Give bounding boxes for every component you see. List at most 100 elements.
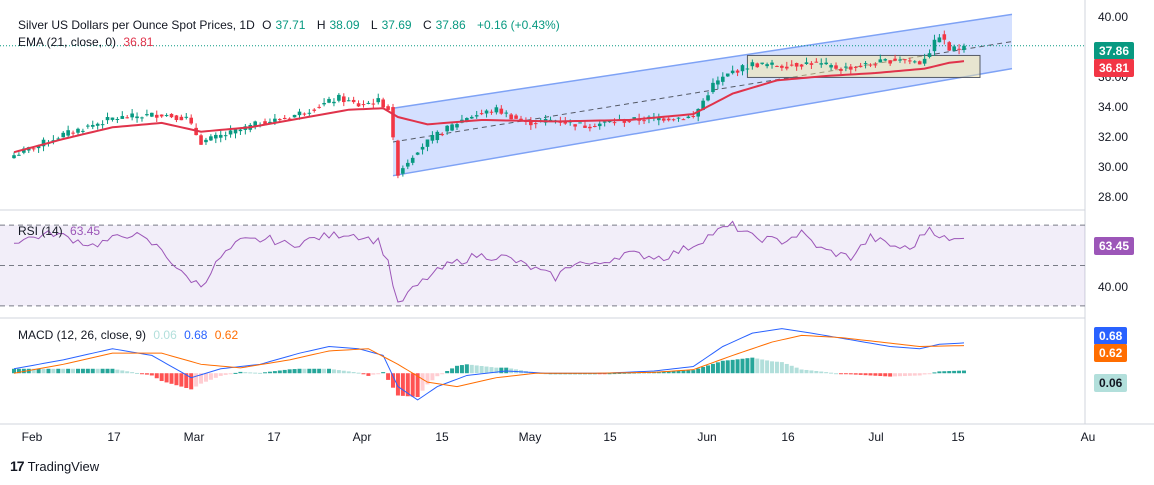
macd-histogram-bar: [440, 373, 445, 375]
macd-histogram-bar: [105, 368, 110, 374]
candle-body: [415, 152, 420, 155]
candle-body: [735, 70, 740, 73]
macd-histogram-bar: [932, 372, 937, 374]
tradingview-footer[interactable]: 17 TradingView: [10, 458, 99, 474]
candle-body: [868, 64, 873, 66]
macd-histogram-bar: [71, 368, 76, 374]
macd-histogram-bar: [450, 368, 455, 374]
candle-body: [814, 61, 819, 63]
candle-body: [214, 134, 218, 139]
macd-histogram-bar: [484, 366, 489, 374]
macd-histogram-bar: [317, 368, 322, 374]
macd-histogram-bar: [430, 373, 435, 381]
time-tick: Feb: [21, 430, 43, 444]
macd-histogram-bar: [297, 368, 302, 374]
macd-histogram-bar: [425, 373, 430, 385]
macd-histogram-bar: [307, 368, 312, 374]
candle-body: [253, 121, 257, 126]
macd-histogram-bar: [199, 373, 204, 384]
macd-histogram-bar: [745, 358, 750, 374]
macd-signal-line: [13, 334, 965, 388]
candle-body: [86, 125, 90, 127]
macd-histogram-bar: [469, 364, 474, 374]
candle-body: [489, 111, 494, 113]
macd-histogram-bar: [169, 373, 174, 384]
signal-value-tag: 0.62: [1094, 344, 1128, 362]
price-tick: 28.00: [1098, 190, 1129, 204]
macd-histogram-bar: [115, 369, 120, 374]
candle-body: [533, 123, 538, 125]
time-tick: Jul: [868, 430, 884, 444]
candle-body: [819, 63, 824, 65]
candle-body: [263, 121, 267, 126]
candle-body: [66, 130, 70, 136]
macd-histogram-bar: [395, 373, 400, 396]
macd-histogram-bar: [838, 373, 843, 375]
macd-histogram-bar: [154, 373, 159, 379]
candle-body: [312, 109, 317, 111]
candle-body: [593, 125, 597, 127]
macd-histogram-bar: [203, 373, 208, 382]
candle-body: [351, 99, 356, 103]
candle-body: [273, 118, 277, 122]
candle-body: [696, 108, 700, 117]
candle-body: [657, 117, 661, 121]
high-value: 38.09: [329, 18, 360, 32]
rsi-value: 63.45: [70, 224, 101, 238]
macd-histogram-bar: [312, 368, 317, 374]
macd-histogram-bar: [612, 373, 617, 375]
candle-body: [297, 111, 302, 116]
candle-body: [878, 59, 883, 63]
candle-body: [908, 60, 912, 62]
candle-body: [41, 139, 46, 147]
ema-21-line: [13, 60, 965, 154]
time-tick: Mar: [183, 430, 205, 444]
macd-histogram-bar: [715, 362, 720, 374]
macd-histogram-bar: [366, 373, 371, 376]
macd-histogram-bar: [400, 373, 405, 396]
macd-histogram-bar: [189, 373, 194, 390]
candle-body: [607, 121, 612, 123]
candle-body: [174, 115, 179, 121]
candle-body: [780, 65, 784, 68]
macd-histogram-bar: [100, 368, 105, 374]
macd-histogram-bar: [66, 368, 71, 374]
time-tick: 15: [951, 430, 965, 444]
macd-histogram-bar: [774, 361, 779, 374]
ema-value: 36.81: [123, 35, 154, 49]
ema-legend[interactable]: EMA (21, close, 0) 36.81: [18, 35, 157, 49]
macd-histogram-bar: [302, 368, 307, 374]
channel-upper-line: [392, 13, 1013, 109]
macd-histogram-bar: [36, 368, 41, 374]
macd-histogram-bar: [90, 368, 95, 374]
macd-histogram-bar: [725, 360, 730, 374]
time-tick: 17: [267, 430, 281, 444]
macd-histogram-bar: [371, 373, 376, 375]
macd-histogram-bar: [277, 370, 282, 374]
macd-legend[interactable]: MACD (12, 26, close, 9) 0.06 0.68 0.62: [18, 328, 242, 342]
candle-body: [952, 46, 956, 51]
candle-body: [661, 118, 666, 121]
candle-body: [504, 112, 509, 114]
rsi-panel: [0, 220, 1085, 307]
macd-histogram-bar: [213, 373, 218, 378]
candle-body: [445, 125, 449, 132]
time-tick: 15: [435, 430, 449, 444]
symbol-title[interactable]: Silver US Dollars per Ounce Spot Prices,…: [18, 18, 255, 32]
candle-body: [233, 129, 238, 134]
candle-body: [105, 117, 110, 121]
candle-body: [450, 124, 454, 131]
candle-body: [12, 155, 16, 159]
candle-body: [22, 148, 26, 153]
candle-body: [61, 132, 66, 138]
candle-body: [302, 113, 307, 115]
time-tick: Au: [1080, 430, 1096, 444]
macd-histogram-bar: [16, 368, 21, 374]
rsi-legend[interactable]: RSI (14) 63.45: [18, 224, 104, 238]
candle-body: [809, 63, 814, 65]
candle-body: [76, 128, 80, 133]
candle-body: [465, 118, 469, 122]
candle-body: [440, 134, 445, 136]
time-tick: May: [518, 430, 542, 444]
